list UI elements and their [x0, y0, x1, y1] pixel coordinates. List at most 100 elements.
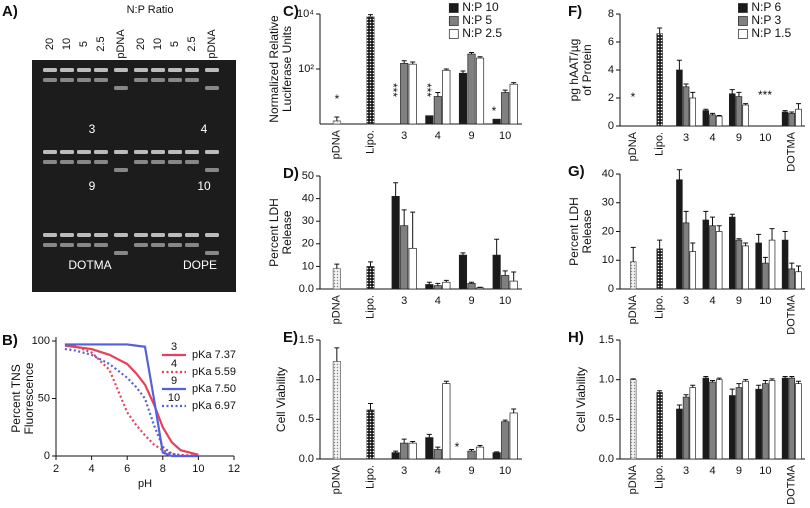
- bar: [742, 104, 749, 127]
- x-tick-label: Lipo.: [654, 465, 666, 489]
- gel-band: [94, 78, 108, 82]
- bar: [702, 219, 710, 290]
- lane-label: pDNA: [115, 29, 127, 59]
- gel-band: [205, 168, 219, 172]
- gel-band: [77, 150, 91, 154]
- error-bar: [334, 263, 340, 269]
- bar: [795, 383, 802, 460]
- bar: [433, 449, 442, 460]
- gel-band: [134, 233, 148, 237]
- gel-band: [114, 251, 128, 255]
- legend-swatch: [448, 29, 459, 39]
- gel-band: [185, 233, 199, 237]
- gel-band: [114, 168, 128, 172]
- y-tick-label: 50: [38, 392, 50, 404]
- gel-label: DOPE: [183, 258, 217, 272]
- gel-band: [43, 243, 57, 247]
- y-tick-label: 1.5: [599, 334, 614, 346]
- error-bar: [769, 378, 775, 381]
- significance-marker: *: [631, 90, 636, 104]
- gel-band: [185, 78, 199, 82]
- control-bar: [656, 33, 663, 127]
- y-axis-label: Normalized Relative: [267, 15, 281, 123]
- legend-swatch: [738, 3, 748, 13]
- error-bar: [782, 231, 788, 241]
- gel-band: [60, 243, 74, 247]
- bar: [762, 262, 769, 290]
- x-tick-label: 9: [468, 465, 474, 477]
- legend-label: N:P 10: [462, 0, 499, 14]
- bar: [735, 239, 743, 290]
- x-axis-label: pH: [138, 478, 152, 490]
- error-bar: [401, 60, 407, 64]
- legend-swatch: [448, 16, 459, 26]
- error-bar: [410, 61, 416, 65]
- control-bar-pattern: [366, 409, 375, 459]
- error-bar: [410, 211, 416, 249]
- control-bar: [366, 266, 375, 290]
- x-tick-label: 10: [499, 130, 511, 142]
- control-bar-pattern: [333, 361, 341, 459]
- legend-label: N:P 3: [751, 13, 781, 27]
- gel-band: [43, 68, 57, 72]
- error-bar: [769, 228, 775, 241]
- x-tick-label: Lipo.: [654, 132, 666, 156]
- gel-label: 10: [197, 179, 211, 193]
- error-bar: [334, 347, 340, 362]
- y-tick-label: 10: [602, 254, 614, 266]
- x-tick-label: 3: [401, 295, 407, 307]
- bar: [788, 377, 796, 460]
- bar: [408, 247, 417, 290]
- significance-marker: ***: [386, 83, 400, 97]
- bar: [735, 96, 743, 127]
- error-bar: [690, 242, 696, 252]
- y-tick-label: 0.5: [299, 413, 314, 425]
- x-tick-label: 9: [736, 132, 742, 144]
- bar: [442, 281, 451, 290]
- line-series: [64, 343, 199, 458]
- bar: [682, 86, 690, 127]
- y-tick-label: 8: [608, 8, 614, 20]
- error-bar: [690, 384, 696, 388]
- control-bar: [332, 268, 341, 290]
- panel-label: C): [283, 3, 299, 20]
- gel-band: [168, 78, 182, 82]
- error-bar: [334, 116, 340, 121]
- error-bar: [511, 408, 517, 413]
- error-bar: [789, 262, 795, 269]
- bar: [682, 222, 690, 290]
- error-bar: [703, 210, 709, 220]
- error-bar: [690, 91, 696, 98]
- bar: [762, 383, 769, 460]
- panel-label: E): [283, 329, 298, 346]
- control-bar-pattern: [366, 16, 375, 125]
- bar: [492, 118, 501, 125]
- bar: [509, 83, 518, 125]
- lane-label: pDNA: [206, 29, 218, 59]
- error-bar: [703, 108, 709, 111]
- panel-label: D): [283, 165, 299, 182]
- gel-band: [77, 243, 91, 247]
- x-tick-label: 4: [435, 465, 441, 477]
- gel-band: [60, 68, 74, 72]
- gel-band: [43, 78, 57, 82]
- error-bar: [795, 103, 801, 110]
- significance-marker: *: [455, 440, 460, 454]
- error-bar: [762, 256, 768, 264]
- bar: [425, 437, 434, 460]
- gel-band: [151, 78, 165, 82]
- error-bar: [426, 433, 432, 438]
- error-bar: [393, 450, 399, 453]
- y-axis-label: Percent TNS: [9, 364, 23, 432]
- y-tick-label: 10²: [298, 63, 314, 75]
- control-bar-pattern: [656, 248, 663, 289]
- y-tick-label: 2: [608, 92, 614, 104]
- gel-band: [151, 160, 165, 164]
- gel-band: [134, 160, 148, 164]
- y-tick-label: 30: [602, 197, 614, 209]
- error-bar: [743, 379, 749, 382]
- legend-label: N:P 6: [751, 0, 781, 14]
- x-tick-label: 4: [709, 295, 715, 307]
- panel-label: H): [568, 329, 584, 346]
